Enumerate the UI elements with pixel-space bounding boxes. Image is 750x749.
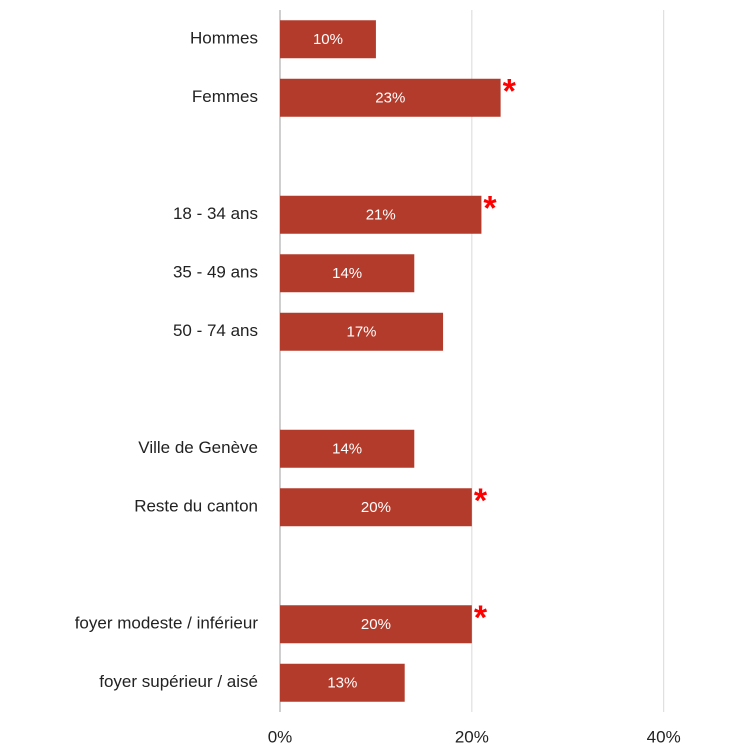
significance-marker: *	[474, 599, 488, 637]
x-tick-label: 40%	[647, 727, 681, 746]
y-tick-label: Reste du canton	[134, 497, 258, 516]
y-tick-label: 35 - 49 ans	[173, 263, 258, 282]
value-label: 17%	[347, 324, 377, 341]
bar	[280, 20, 376, 59]
value-label: 14%	[332, 441, 362, 458]
value-label: 20%	[361, 499, 391, 516]
bar	[280, 488, 472, 527]
y-tick-label: Hommes	[190, 29, 258, 48]
significance-marker: *	[474, 482, 488, 520]
bar	[280, 195, 482, 234]
y-tick-label: foyer supérieur / aisé	[99, 672, 258, 691]
value-label: 20%	[361, 616, 391, 633]
y-tick-label: Femmes	[192, 87, 258, 106]
y-tick-label: 50 - 74 ans	[173, 321, 258, 340]
value-label: 13%	[327, 675, 357, 692]
value-label: 21%	[366, 207, 396, 224]
bar	[280, 78, 501, 117]
bar	[280, 429, 415, 468]
value-label: 10%	[313, 31, 343, 48]
value-label: 23%	[375, 90, 405, 107]
significance-marker: *	[503, 73, 517, 111]
y-tick-label: 18 - 34 ans	[173, 204, 258, 223]
value-label: 14%	[332, 265, 362, 282]
significance-marker: *	[483, 190, 497, 228]
x-tick-label: 0%	[268, 727, 293, 746]
y-tick-label: Ville de Genève	[138, 438, 258, 457]
bar	[280, 254, 415, 293]
x-tick-label: 20%	[455, 727, 489, 746]
bar	[280, 605, 472, 644]
y-tick-label: foyer modeste / inférieur	[75, 614, 259, 633]
bar	[280, 312, 444, 351]
bar	[280, 663, 405, 702]
